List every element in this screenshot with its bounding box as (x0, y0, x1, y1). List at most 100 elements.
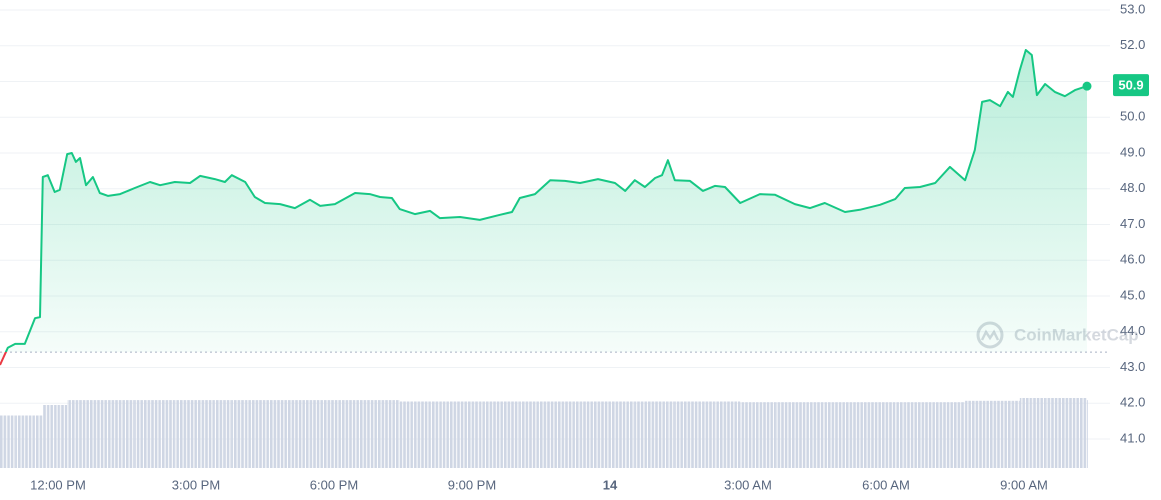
volume-bar (75, 400, 81, 468)
volume-bar (615, 401, 626, 468)
volume-bar (564, 401, 581, 468)
volume-bar (280, 400, 295, 468)
x-tick-label: 14 (603, 477, 618, 492)
volume-bar (15, 415, 25, 468)
x-tick-label: 3:00 PM (172, 477, 220, 492)
volume-bar (982, 400, 990, 468)
y-tick-label: 53.0 (1120, 1, 1145, 16)
volume-bar (1087, 400, 1088, 468)
volume-bar (231, 400, 246, 468)
volume-bar (904, 402, 921, 468)
volume-bar (667, 401, 675, 468)
volume-bar (810, 402, 825, 468)
y-tick-label: 41.0 (1120, 430, 1145, 445)
volume-bar (1054, 398, 1065, 468)
volume-bar (414, 401, 431, 468)
volume-bar (965, 400, 975, 468)
volume-bar (108, 400, 121, 468)
x-tick-label: 9:00 PM (448, 477, 496, 492)
volume-bar (634, 401, 645, 468)
volume-bar (439, 401, 461, 468)
volume-bar (120, 400, 135, 468)
volume-bar (724, 401, 741, 468)
volume-bar (759, 402, 776, 468)
volume-bar (40, 415, 43, 468)
volume-bar (935, 402, 950, 468)
volume-bar (519, 401, 535, 468)
volume-bar (99, 400, 109, 468)
volume-bar (254, 400, 265, 468)
volume-bar (1012, 400, 1020, 468)
y-tick-label: 42.0 (1120, 395, 1145, 410)
volume-bar (859, 402, 880, 468)
volume-bar (661, 401, 668, 468)
volume-bar (879, 402, 896, 468)
volume-bar (625, 401, 635, 468)
y-tick-label: 50.0 (1120, 109, 1145, 124)
volume-bar (34, 415, 41, 468)
x-tick-label: 3:00 AM (724, 477, 772, 492)
volume-bar (794, 402, 811, 468)
volume-bar (740, 402, 760, 468)
y-tick-label: 47.0 (1120, 216, 1145, 231)
volume-bar (7, 415, 16, 468)
volume-bar (974, 400, 983, 468)
volume-bar (702, 401, 715, 468)
price-line (0, 49, 1088, 366)
volume-bar (580, 401, 599, 468)
volume-bar (369, 400, 380, 468)
volume-bar (399, 401, 415, 468)
volume-bar (47, 405, 55, 468)
volume-bar (690, 401, 703, 468)
volume-bar (320, 400, 335, 468)
volume-bar (189, 400, 201, 468)
volume-bar (149, 400, 161, 468)
y-tick-label: 46.0 (1120, 252, 1145, 267)
volume-bar (334, 400, 356, 468)
price-tag-label: 50.9 (1118, 78, 1143, 93)
area (0, 50, 1087, 365)
x-tick-label: 6:00 AM (862, 477, 910, 492)
volume-bar (42, 405, 48, 468)
volume-bar (174, 400, 190, 468)
volume-bar (214, 400, 225, 468)
volume-bar (379, 400, 392, 468)
last-point (1082, 81, 1092, 91)
volume-bar (1007, 400, 1013, 468)
y-tick-label: 49.0 (1120, 144, 1145, 159)
volume-bar (1025, 398, 1032, 468)
volume-bar (0, 415, 8, 468)
volume-bar (59, 405, 68, 468)
volume-bar (598, 401, 616, 468)
volume-bar (1000, 400, 1008, 468)
volume-bar (534, 401, 551, 468)
x-tick-label: 12:00 PM (30, 477, 86, 492)
volume-bar (71, 400, 76, 468)
volume-bar (989, 400, 1001, 468)
volume-bar (245, 400, 255, 468)
volume-bar (134, 400, 150, 468)
volume-bar (1064, 398, 1076, 468)
volume-bar (644, 401, 656, 468)
volume-bar (655, 401, 662, 468)
volume-bar (1019, 398, 1026, 468)
price-tag (1113, 74, 1149, 97)
volume-bar (1045, 398, 1055, 468)
volume-bar (310, 400, 321, 468)
volume-bar (550, 401, 565, 468)
volume-bar (264, 400, 281, 468)
volume-bar (824, 402, 846, 468)
volume-bar (714, 401, 725, 468)
volume-bar (92, 400, 100, 468)
volume-bar (80, 400, 87, 468)
volume-bar (920, 402, 936, 468)
volume-bar (511, 401, 520, 468)
volume-bar (500, 401, 512, 468)
volume-bar (54, 405, 60, 468)
volume-bar (775, 402, 795, 468)
y-tick-label: 52.0 (1120, 37, 1145, 52)
volume-bar (674, 401, 691, 468)
volume-bar (160, 400, 175, 468)
y-tick-label: 45.0 (1120, 287, 1145, 302)
